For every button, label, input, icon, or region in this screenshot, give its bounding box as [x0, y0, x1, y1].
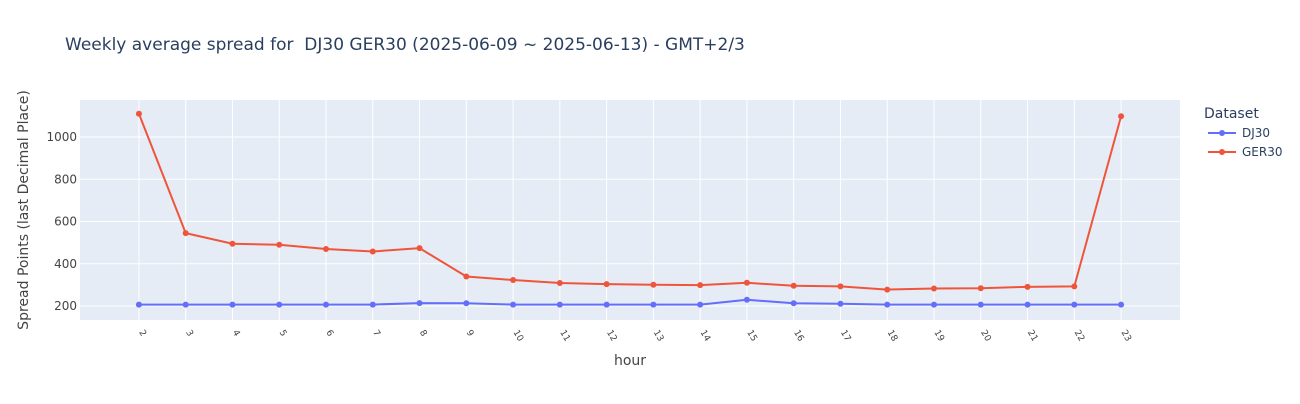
data-point — [182, 301, 189, 308]
data-point — [837, 300, 844, 307]
x-tick-label: 13 — [651, 329, 665, 344]
data-point — [556, 301, 563, 308]
data-point — [930, 285, 937, 292]
data-point — [1118, 113, 1125, 120]
y-tick-label: 1000 — [46, 130, 77, 144]
data-point — [510, 277, 517, 284]
data-point — [977, 285, 984, 292]
data-point — [135, 301, 142, 308]
series-line — [137, 113, 1123, 291]
data-point — [837, 283, 844, 290]
data-point — [276, 241, 283, 248]
x-tick-label: 3 — [183, 329, 195, 339]
legend-marker — [1219, 149, 1225, 155]
x-axis-title: hour — [614, 353, 646, 369]
x-tick-label: 11 — [557, 329, 571, 344]
data-point — [1071, 283, 1078, 290]
data-point — [276, 301, 283, 308]
data-point — [416, 245, 423, 252]
data-point — [556, 280, 563, 287]
data-point — [930, 301, 937, 308]
legend-label[interactable]: GER30 — [1242, 145, 1283, 159]
x-tick-label: 21 — [1025, 329, 1039, 344]
x-tick-label: 8 — [417, 329, 429, 339]
data-point — [603, 281, 610, 288]
data-point — [884, 301, 891, 308]
x-tick-label: 23 — [1118, 329, 1132, 344]
data-point — [416, 300, 423, 307]
data-point — [229, 301, 236, 308]
data-point — [1118, 301, 1125, 308]
legend-title: Dataset — [1204, 106, 1259, 122]
y-tick-label: 800 — [54, 172, 77, 186]
x-tick-label: 7 — [370, 329, 382, 339]
data-point — [650, 281, 657, 288]
data-point — [743, 296, 750, 303]
data-point — [697, 301, 704, 308]
y-tick-label: 200 — [54, 299, 77, 313]
data-point — [790, 282, 797, 289]
x-tick-label: 5 — [277, 329, 289, 339]
x-tick-label: 9 — [464, 329, 476, 339]
data-point — [369, 301, 376, 308]
data-point — [1024, 283, 1031, 290]
x-tick-label: 15 — [744, 329, 758, 344]
y-tick-label: 400 — [54, 257, 77, 271]
y-tick-label: 600 — [54, 215, 77, 229]
data-point — [463, 273, 470, 280]
x-tick-label: 12 — [604, 329, 618, 344]
data-point — [697, 282, 704, 289]
data-point — [977, 301, 984, 308]
x-tick-label: 22 — [1072, 329, 1086, 344]
data-point — [1071, 301, 1078, 308]
x-tick-label: 2 — [136, 329, 148, 339]
x-tick-label: 4 — [230, 329, 242, 339]
legend-marker — [1219, 130, 1225, 136]
data-point — [510, 301, 517, 308]
x-tick-label: 17 — [838, 329, 852, 344]
data-point — [1024, 301, 1031, 308]
data-point — [743, 279, 750, 286]
y-axis-title: Spread Points (last Decimal Place) — [16, 90, 32, 330]
data-point — [463, 300, 470, 307]
data-point — [650, 301, 657, 308]
data-point — [884, 286, 891, 293]
data-point — [323, 245, 330, 252]
data-point — [369, 248, 376, 255]
chart-title: Weekly average spread for DJ30 GER30 (20… — [65, 35, 745, 55]
data-point — [182, 230, 189, 237]
data-point — [229, 240, 236, 247]
data-point — [790, 300, 797, 307]
legend-label[interactable]: DJ30 — [1242, 126, 1270, 140]
series-line — [138, 298, 1122, 306]
data-point — [135, 110, 142, 117]
x-tick-label: 6 — [323, 329, 335, 339]
data-point — [323, 301, 330, 308]
marks — [135, 110, 1125, 308]
data-point — [603, 301, 610, 308]
